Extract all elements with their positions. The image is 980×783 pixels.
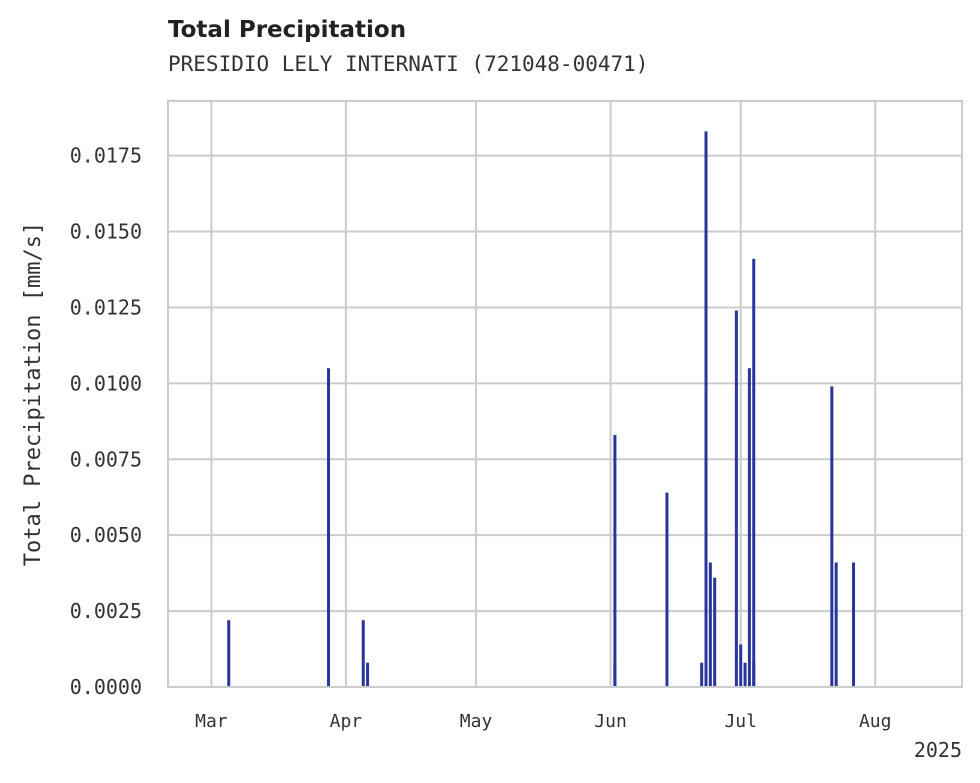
- x-axis-year-label: 2025: [914, 738, 962, 762]
- precipitation-bar: [739, 644, 743, 687]
- precipitation-bar: [834, 562, 838, 687]
- precipitation-bar: [752, 662, 756, 687]
- plot-frame: [167, 100, 963, 688]
- precipitation-bar: [327, 368, 331, 687]
- precipitation-bar: [704, 131, 708, 688]
- grid-layer: [168, 101, 962, 688]
- x-tick-label: May: [460, 711, 493, 732]
- y-tick-label: 0.0075: [70, 447, 142, 471]
- precipitation-bar: [734, 310, 738, 687]
- x-tick-label: Apr: [330, 711, 363, 732]
- x-tick-label: Jul: [724, 711, 757, 732]
- label-layer: 0.0000 0.0025 0.0050 0.0075 0.0100 0.0125 0.01…: [70, 144, 892, 732]
- x-tick-label: Mar: [195, 711, 228, 732]
- precipitation-bar: [613, 662, 617, 687]
- precipitation-bar: [361, 620, 365, 687]
- precipitation-bar: [227, 620, 231, 687]
- precipitation-bar: [852, 562, 856, 687]
- x-tick-label: Jun: [594, 711, 627, 732]
- precipitation-bar: [366, 662, 370, 687]
- precipitation-bar: [752, 258, 756, 687]
- precipitation-bar: [665, 492, 669, 687]
- y-tick-label: 0.0050: [70, 523, 142, 547]
- chart-title: Total Precipitation: [168, 17, 407, 43]
- precipitation-bar: [713, 577, 717, 687]
- chart-subtitle: PRESIDIO LELY INTERNATI (721048-00471): [168, 52, 649, 76]
- precipitation-bar: [743, 662, 747, 687]
- y-tick-label: 0.0100: [70, 371, 142, 395]
- y-tick-label: 0.0125: [70, 295, 142, 319]
- y-axis-label: Total Precipitation [mm/s]: [21, 222, 46, 566]
- precipitation-bar: [613, 434, 617, 687]
- y-tick-label: 0.0000: [70, 675, 142, 699]
- precipitation-bar: [747, 368, 751, 687]
- precipitation-bar: [700, 662, 704, 687]
- y-tick-label: 0.0150: [70, 220, 142, 244]
- x-tick-label: Aug: [859, 711, 892, 732]
- bar-layer: [227, 131, 856, 688]
- precipitation-bar: [830, 386, 834, 687]
- precipitation-bar: [708, 562, 712, 687]
- y-tick-label: 0.0175: [70, 144, 142, 168]
- y-tick-label: 0.0025: [70, 599, 142, 623]
